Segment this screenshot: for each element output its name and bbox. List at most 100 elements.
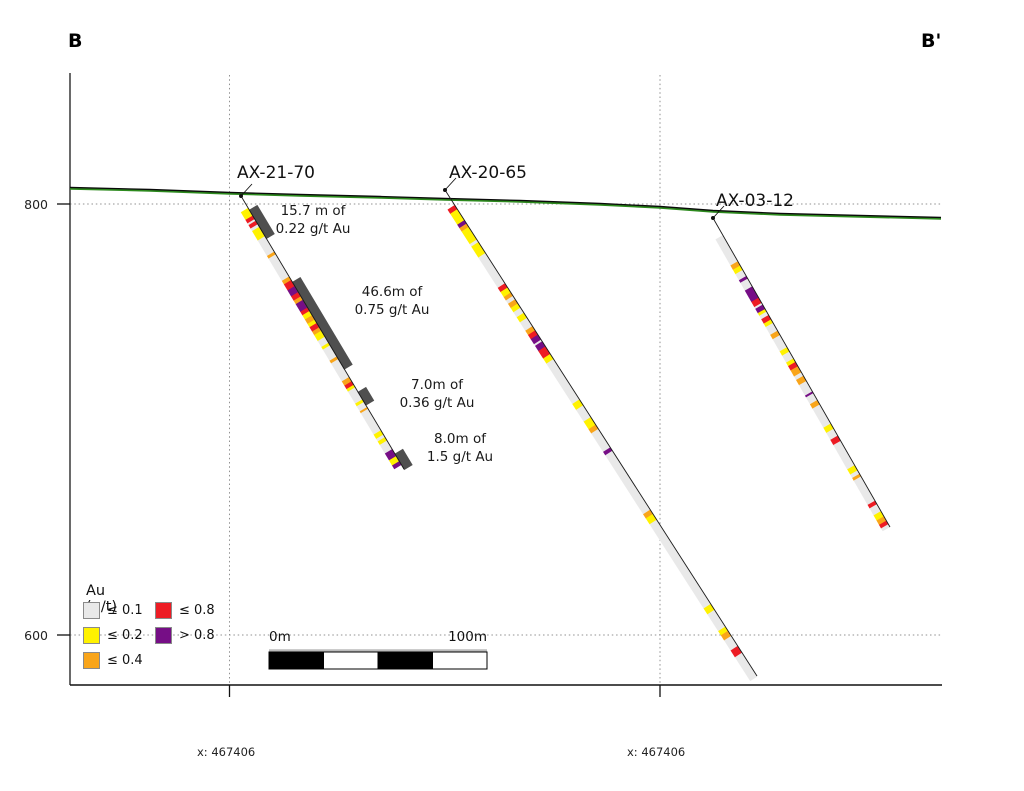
section-end-label: B' [921,30,942,52]
assay-interval-gray [576,405,591,422]
assay-interval-yellow [516,312,528,323]
elevation-label-800: 800 [24,197,48,212]
assay-interval-purple [457,220,467,229]
assay-interval-yellow [500,287,512,298]
assay-interval-gray [469,239,479,247]
assay-interval-red [300,307,310,316]
assay-interval-gray [793,372,804,381]
assay-interval-orange [359,407,369,414]
assay-interval-gray [247,219,256,226]
assay-interval-purple [755,304,766,314]
assay-interval-orange [341,376,352,386]
assay-interval-red [248,220,259,229]
assay-interval-orange [329,356,339,364]
assay-interval-orange [588,424,599,434]
scalebar-zero-label: 0m [269,629,291,645]
assay-interval-gray [347,387,363,405]
assay-interval-yellow [732,265,743,275]
assay-interval-yellow [510,303,521,313]
assay-interval-gray [356,401,368,412]
assay-interval-orange [503,292,514,301]
assay-interval-red [830,435,841,446]
legend-label: ≤ 0.4 [107,653,143,668]
assay-interval-yellow [252,226,266,241]
composite-interval-bar [291,276,353,370]
section-start-label: B [68,30,83,52]
assay-interval-red [761,315,772,324]
assay-interval-gray [853,476,876,506]
assay-interval-purple [530,334,542,345]
assay-interval-yellow [450,209,465,226]
legend-item-gt-0.8: > 0.8 [155,627,215,644]
annotation-line2: 0.36 g/t Au [399,394,475,411]
assay-interval-gray [880,524,891,532]
legend-swatch-orange [83,652,100,669]
annotation-line1: 8.0m of [434,431,486,447]
assay-interval-red [344,381,354,390]
assay-interval-gray [591,428,611,453]
assay-interval-gray [707,609,726,632]
assay-interval-red [291,291,302,301]
assay-interval-purple [534,341,546,352]
assay-interval-gray [734,652,758,682]
drillhole-label-AX-21-70: AX-21-70 [237,163,315,183]
drillhole-label-AX-20-65: AX-20-65 [449,163,527,183]
assay-interval-red [245,215,255,224]
scalebar-segment [377,651,433,670]
annotation-line2: 1.5 g/t Au [426,448,494,465]
station-coordinates-2: x: 467406 y: 7082800 [627,705,692,791]
assay-interval-orange [525,326,536,336]
assay-interval-gray [833,440,855,470]
assay-interval-orange [281,276,292,285]
assay-interval-red [788,361,799,371]
assay-interval-yellow [373,430,384,440]
assay-interval-gray [513,307,524,318]
assay-interval-purple [738,275,748,284]
assay-interval-orange [795,375,807,386]
assay-interval-red [447,204,458,215]
assay-interval-gray [533,339,543,347]
assay-interval-gray [724,635,738,651]
assay-interval-purple [392,461,402,470]
station-1-x: x: 467406 [197,745,256,759]
assay-interval-gray [754,302,763,310]
interval-annotation: 46.6m of 0.75 g/t Au [332,284,452,319]
assay-interval-gray [605,450,651,515]
interval-annotation: 8.0m of 1.5 g/t Au [400,431,520,466]
scalebar-segment [432,651,488,670]
interval-annotation: 15.7 m of 0.22 g/t Au [253,203,373,238]
composite-interval-bar [357,386,375,406]
assay-interval-orange [266,251,276,259]
drillhole-AX-03-12 [712,217,891,532]
drillhole-AX-21-70 [240,195,413,471]
legend-item-le-0.8: ≤ 0.8 [155,602,215,619]
assay-interval-orange [459,223,469,232]
composite-interval-bar [394,448,413,471]
legend-label: ≤ 0.2 [107,628,143,643]
assay-interval-gray [812,404,831,429]
assay-interval-gray [322,345,337,362]
drillhole-AX-20-65 [444,189,758,682]
assay-interval-gray [649,519,711,609]
annotation-line1: 15.7 m of [280,203,346,219]
assay-interval-gray [519,317,533,332]
assay-interval-yellow [873,511,885,521]
assay-interval-gray [379,440,393,454]
assay-interval-gray [715,235,738,266]
assay-interval-gray [798,380,813,396]
assay-interval-yellow [823,423,834,434]
interval-annotation: 7.0m of 0.36 g/t Au [377,377,497,412]
assay-interval-yellow [307,319,317,328]
legend-swatch-gray [83,602,100,619]
legend-item-le-0.1: ≤ 0.1 [83,602,143,619]
assay-interval-red [309,322,320,332]
assay-interval-yellow [355,399,365,407]
assay-interval-orange [312,327,322,336]
assay-interval-purple [804,391,814,398]
assay-interval-yellow [461,226,477,245]
legend-label: ≤ 0.1 [107,603,143,618]
assay-interval-gray [257,236,275,257]
assay-interval-orange [876,516,887,526]
